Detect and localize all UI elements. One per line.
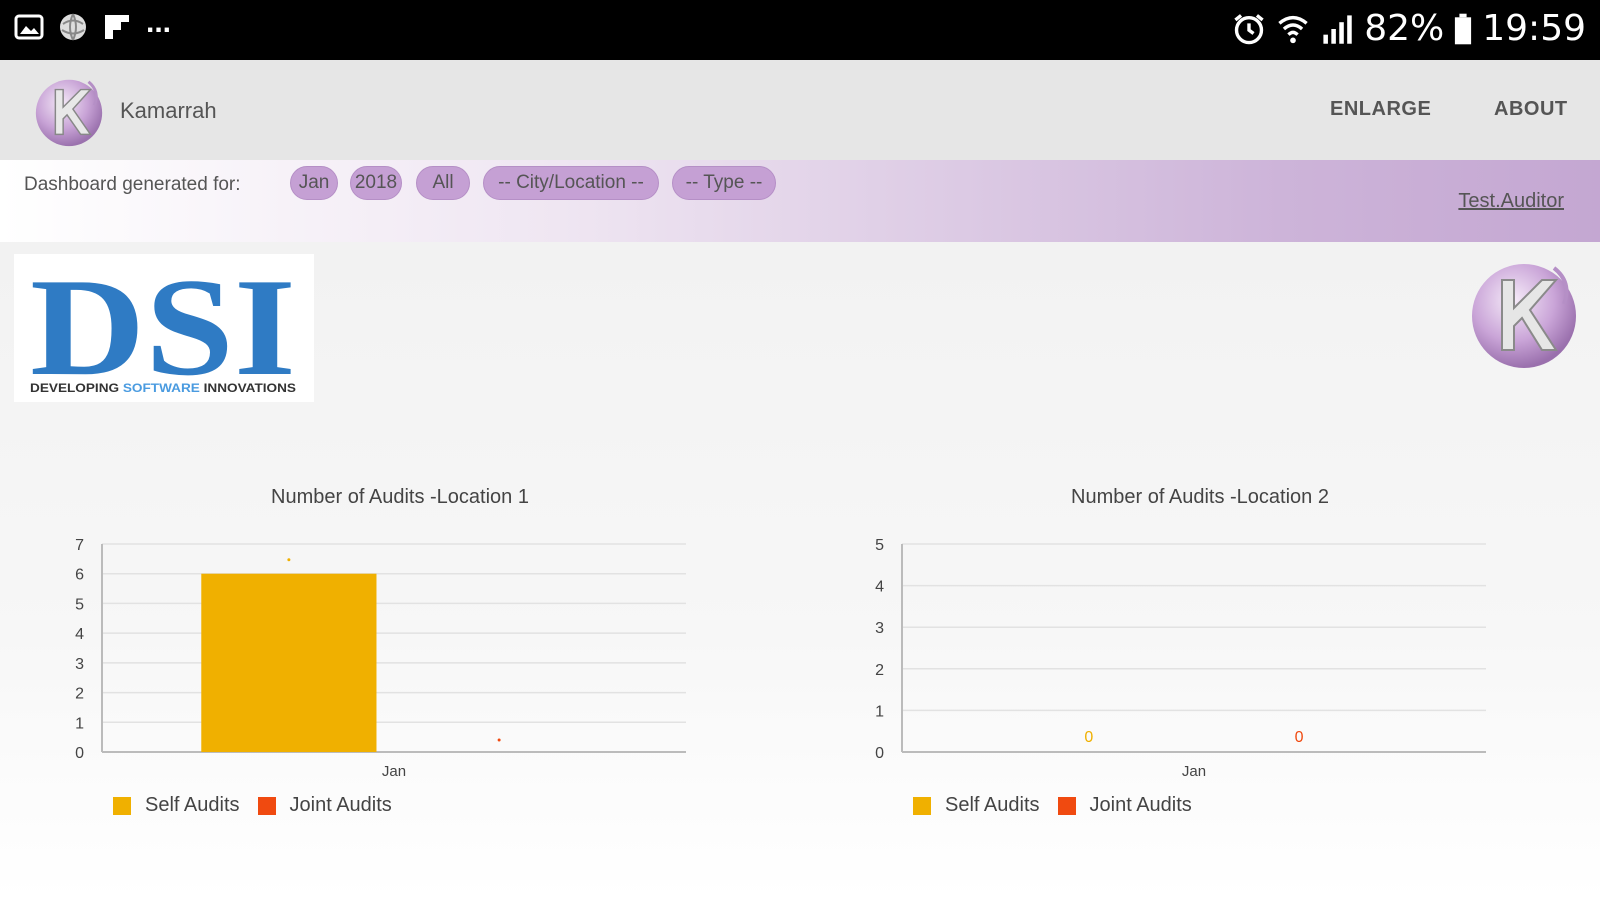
legend-label-self: Self Audits <box>945 794 1040 816</box>
alarm-clock-icon <box>1234 13 1264 44</box>
status-bar: ... 82% 19:59 <box>0 0 1600 60</box>
chart-2-title: Number of Audits -Location 2 <box>1071 486 1329 508</box>
legend-label-joint: Joint Audits <box>1089 794 1192 816</box>
battery-icon <box>1455 13 1472 44</box>
data-label-marker <box>497 738 501 742</box>
signal-icon <box>1323 14 1352 44</box>
dashboard-label: Dashboard generated for: <box>24 174 241 195</box>
dashboard-content: DSI DEVELOPING SOFTWARE INNOVATIONS Numb… <box>0 242 1600 900</box>
y-tick-label: 3 <box>75 656 84 673</box>
app-name: Kamarrah <box>120 98 217 123</box>
chart-2: 0 1 2 3 4 5 Jan 0 0 <box>875 537 1486 780</box>
scope-select[interactable]: All <box>416 166 470 200</box>
flipboard-icon <box>105 15 129 39</box>
about-button[interactable]: ABOUT <box>1494 98 1568 120</box>
chart-1: 0 1 2 3 4 5 6 7 Jan <box>75 537 686 780</box>
dsi-logo-graphic: DSI DEVELOPING SOFTWARE INNOVATIONS <box>30 250 296 405</box>
wifi-icon <box>1278 15 1308 43</box>
filter-bar: Dashboard generated for: Jan 2018 All --… <box>0 160 1600 242</box>
y-tick-label: 5 <box>75 596 84 613</box>
legend-item-self[interactable]: Self Audits <box>113 794 240 817</box>
user-link[interactable]: Test.Auditor <box>1458 190 1564 212</box>
dsi-logo: DSI DEVELOPING SOFTWARE INNOVATIONS <box>14 250 314 405</box>
y-tick-label: 4 <box>75 626 84 643</box>
dsi-tagline: DEVELOPING SOFTWARE INNOVATIONS <box>30 381 296 395</box>
image-icon <box>14 14 44 40</box>
city-location-select[interactable]: -- City/Location -- <box>483 166 659 200</box>
kamarrah-logo-icon[interactable] <box>30 72 108 150</box>
legend-swatch-self <box>913 796 931 815</box>
y-tick-label: 2 <box>75 686 84 703</box>
y-tick-label: 4 <box>875 579 884 596</box>
month-select[interactable]: Jan <box>290 166 338 200</box>
y-tick-label: 1 <box>875 703 884 720</box>
legend-item-joint[interactable]: Joint Audits <box>257 794 392 817</box>
notification-icons: ... <box>14 6 171 42</box>
legend-item-self[interactable]: Self Audits <box>913 794 1040 817</box>
dsi-letters: DSI <box>30 254 296 402</box>
chart-2-legend: Self Audits Joint Audits <box>913 794 1210 817</box>
x-category-label: Jan <box>1182 763 1206 780</box>
type-select[interactable]: -- Type -- <box>672 166 776 200</box>
data-label-marker <box>287 558 291 562</box>
x-category-label: Jan <box>382 763 406 780</box>
legend-label-self: Self Audits <box>145 794 240 816</box>
y-tick-label: 5 <box>875 537 884 554</box>
battery-percent: 82% <box>1364 8 1445 49</box>
chart-1-legend: Self Audits Joint Audits <box>113 794 410 817</box>
more-notifications-icon: ... <box>146 6 172 39</box>
y-tick-label: 6 <box>75 567 84 584</box>
y-tick-label: 1 <box>75 715 84 732</box>
clock-time: 19:59 <box>1482 8 1586 49</box>
app-bar: Kamarrah ENLARGE ABOUT <box>0 60 1600 160</box>
globe-app-icon <box>60 13 86 41</box>
y-tick-label: 0 <box>75 745 84 762</box>
enlarge-button[interactable]: ENLARGE <box>1330 98 1432 120</box>
y-tick-label: 0 <box>875 745 884 762</box>
data-label: 0 <box>1084 729 1093 746</box>
bar-self[interactable] <box>201 573 377 752</box>
chart-1-title: Number of Audits -Location 1 <box>271 486 529 508</box>
legend-swatch-joint <box>257 796 276 815</box>
legend-item-joint[interactable]: Joint Audits <box>1057 794 1192 817</box>
legend-label-joint: Joint Audits <box>289 794 392 816</box>
y-tick-label: 2 <box>875 662 884 679</box>
year-select[interactable]: 2018 <box>350 166 402 200</box>
y-tick-label: 7 <box>75 537 84 554</box>
kamarrah-logo-large-icon <box>1472 264 1576 368</box>
data-label: 0 <box>1295 729 1304 746</box>
legend-swatch-self <box>113 796 131 815</box>
legend-swatch-joint <box>1057 796 1076 815</box>
system-status: 82% 19:59 <box>1232 8 1586 49</box>
y-tick-label: 3 <box>875 620 884 637</box>
